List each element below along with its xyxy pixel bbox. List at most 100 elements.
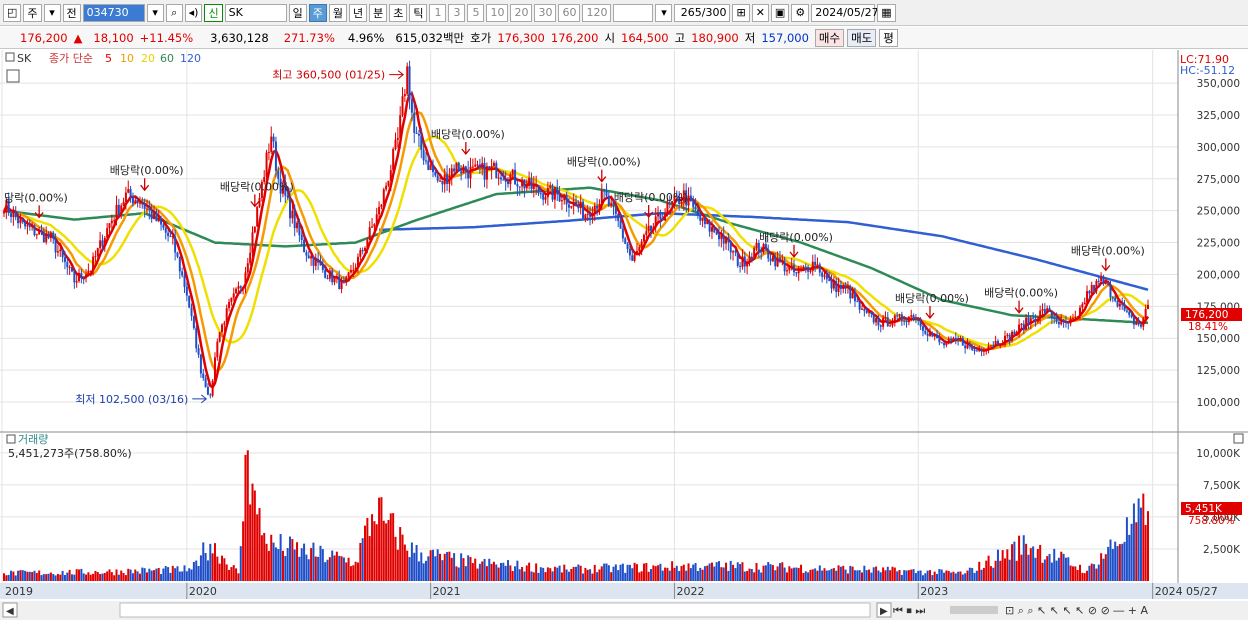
table-toggle-icon[interactable]: [6, 69, 20, 83]
candle-body: [823, 275, 826, 277]
volume-bar: [549, 568, 552, 581]
legend-box-icon[interactable]: [5, 52, 15, 62]
dropdown-icon[interactable]: ▾: [43, 3, 61, 22]
search-icon[interactable]: ⌕: [165, 3, 183, 22]
play-controls-icon[interactable]: ⏮ ⏹ ⏭: [893, 604, 925, 617]
gear-icon[interactable]: ⚙: [791, 3, 810, 22]
candle-body: [499, 177, 502, 180]
candle-body: [600, 190, 603, 205]
volume-bar: [192, 561, 195, 581]
volume-bar: [14, 575, 17, 581]
candle-body: [202, 373, 205, 379]
count-5[interactable]: 5: [467, 3, 485, 22]
volume-bar: [610, 572, 613, 581]
volume-bar: [1029, 548, 1032, 581]
candle-body: [361, 250, 364, 252]
period-year[interactable]: 년: [348, 3, 368, 22]
candle-body: [366, 239, 369, 248]
candle-body: [1048, 308, 1051, 311]
candle-body: [436, 175, 439, 181]
price-type-select[interactable]: 전: [62, 3, 81, 22]
dividend-arrow: [461, 141, 471, 156]
scroll-right-button[interactable]: [876, 602, 892, 618]
volume-box-icon[interactable]: [6, 434, 16, 444]
candle-body: [800, 268, 803, 270]
volume-bar: [1079, 564, 1082, 581]
volume-bar: [122, 573, 125, 581]
volume-bar: [642, 563, 645, 581]
count-120[interactable]: 120: [582, 3, 612, 22]
period-minute[interactable]: 분: [369, 3, 388, 22]
candle-body: [621, 228, 624, 239]
custom-count-input[interactable]: [613, 3, 654, 22]
volume-bar: [1041, 562, 1044, 581]
volume-bar: [314, 556, 317, 581]
code-dropdown-icon[interactable]: ▾: [146, 3, 164, 22]
count-3[interactable]: 3: [448, 3, 466, 22]
count-20[interactable]: 20: [510, 3, 533, 22]
candle-body: [739, 265, 742, 267]
volume-bar: [884, 570, 887, 581]
candle-body: [429, 165, 432, 170]
volume-bar: [715, 562, 718, 581]
period-tick[interactable]: 틱: [409, 3, 428, 22]
volume-bar: [961, 574, 964, 581]
volume-bar: [136, 571, 139, 581]
legend-ma10: 10: [120, 52, 134, 65]
candle-body: [528, 177, 531, 186]
speed-slider[interactable]: [950, 606, 998, 614]
volume-close-icon[interactable]: [1233, 433, 1244, 444]
scrollbar-thumb[interactable]: [119, 602, 871, 618]
volume-bar: [565, 569, 568, 581]
flat-button[interactable]: 평: [879, 28, 898, 47]
candle-body: [760, 251, 763, 253]
candle-body: [26, 225, 29, 227]
candle-body: [199, 354, 202, 374]
candle-icon[interactable]: ⊞: [732, 3, 750, 22]
candle-body: [689, 195, 692, 202]
volume-bar: [778, 563, 781, 581]
volume-bar: [284, 556, 287, 581]
candle-body: [1123, 304, 1126, 311]
count-60[interactable]: 60: [558, 3, 581, 22]
candle-body: [701, 217, 704, 221]
window-icon[interactable]: ◰: [3, 3, 22, 22]
scroll-left-button[interactable]: [2, 602, 18, 618]
period-day[interactable]: 일: [288, 3, 307, 22]
candle-body: [642, 234, 645, 242]
candle-body: [1079, 307, 1082, 317]
crosshair-icon[interactable]: ✕: [751, 3, 769, 22]
drawing-tools-icon[interactable]: ⊡ ⌕ ⌕ ↖ ↖ ↖ ↖ ⊘ ⊘ ― + A: [1005, 604, 1149, 617]
period-month[interactable]: 월: [328, 3, 347, 22]
buy-button[interactable]: 매수: [814, 28, 845, 47]
date-input[interactable]: 2024/05/27: [811, 3, 879, 22]
candle-body: [966, 343, 969, 349]
candle-body: [52, 232, 55, 239]
candle-body: [696, 209, 699, 216]
count-30[interactable]: 30: [534, 3, 557, 22]
volume-bar: [614, 564, 617, 581]
speaker-icon[interactable]: ◂): [184, 3, 203, 22]
volume-bar: [992, 567, 995, 581]
volume-axis-current: 5,451K: [1185, 503, 1223, 515]
volume-bar: [375, 524, 378, 581]
save-icon[interactable]: ▣: [770, 3, 790, 22]
stock-code-input[interactable]: 034730: [82, 3, 145, 22]
candle-body: [87, 270, 90, 275]
sell-button[interactable]: 매도: [847, 28, 877, 47]
candle-body: [931, 332, 934, 337]
period-week[interactable]: 주: [308, 3, 327, 22]
volume-bar: [54, 575, 57, 581]
count-dropdown-icon[interactable]: ▾: [655, 3, 673, 22]
stock-name-field[interactable]: SK: [224, 3, 287, 22]
count-1[interactable]: 1: [429, 3, 447, 22]
candle-body: [242, 286, 245, 288]
candle-body: [1116, 300, 1119, 307]
period-unit-select[interactable]: 주: [23, 3, 42, 22]
calendar-icon[interactable]: ▦: [877, 3, 896, 22]
price-chart[interactable]: 최고 360,500 (01/25) 최저 102,500 (03/16) 당락(0…: [0, 50, 1248, 621]
change-arrow: ▲: [73, 30, 83, 45]
period-second[interactable]: 초: [389, 3, 408, 22]
count-10[interactable]: 10: [486, 3, 509, 22]
range-field[interactable]: 265/300: [674, 3, 731, 22]
